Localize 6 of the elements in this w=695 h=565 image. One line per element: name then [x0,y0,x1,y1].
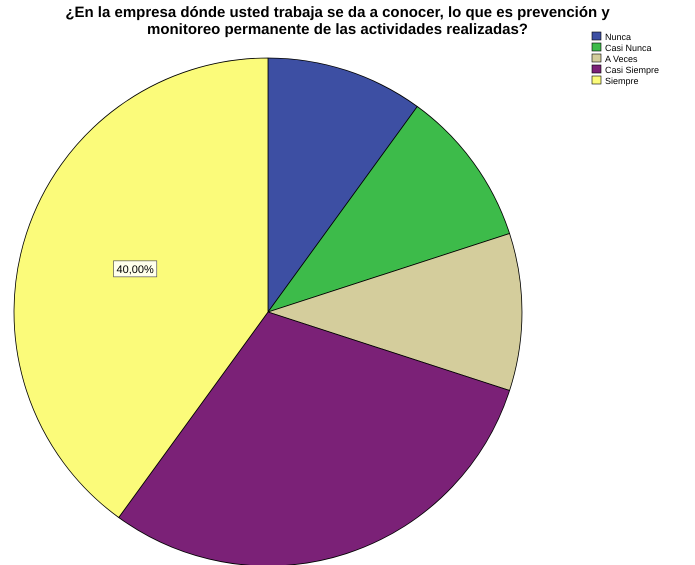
legend-label: Casi Nunca [605,43,652,53]
legend-label: A Veces [605,54,638,64]
data-label: 40,00% [116,264,154,276]
legend-label: Nunca [605,32,632,42]
legend-label: Casi Siempre [605,65,660,75]
legend-label: Siempre [605,76,639,86]
